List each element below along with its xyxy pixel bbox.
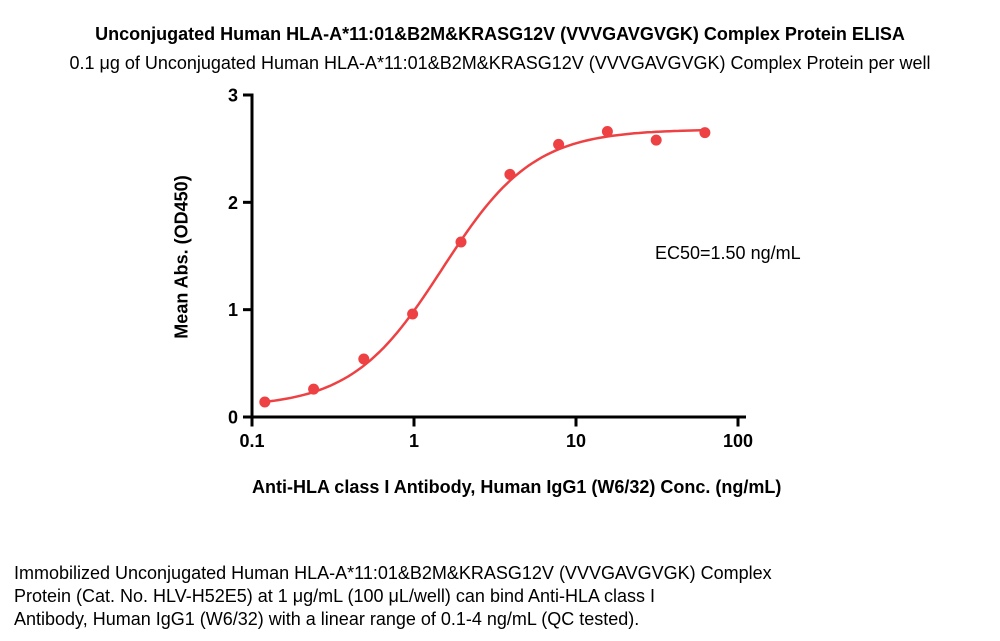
chart-title: Unconjugated Human HLA-A*11:01&B2M&KRASG… [95,24,905,44]
caption-line: Protein (Cat. No. HLV-H52E5) at 1 μg/mL … [14,586,656,606]
data-point [553,138,565,150]
y-tick-label: 3 [228,86,238,106]
data-point [650,134,662,146]
data-point [358,353,370,365]
data-point [601,126,613,137]
elisa-binding-chart: 0 1 2 3 0.1 1 10 100 [228,86,753,452]
data-point [455,236,467,248]
y-tick-label: 1 [228,300,238,320]
data-point [504,168,516,180]
y-axis-title: Mean Abs. (OD450) [171,175,192,339]
x-tick-label: 10 [566,431,586,451]
x-tick-label: 1 [409,431,419,451]
ec50-annotation: EC50=1.50 ng/mL [655,243,801,263]
y-tick-label: 2 [228,193,238,213]
y-tick-label: 0 [228,408,238,428]
x-tick-label: 100 [723,431,753,451]
data-point [407,308,419,320]
x-tick-label: 0.1 [239,431,264,451]
caption-line: Immobilized Unconjugated Human HLA-A*11:… [14,563,772,583]
data-point [308,383,320,395]
x-axis-title: Anti-HLA class I Antibody, Human IgG1 (W… [252,477,782,497]
fit-curve [264,128,705,404]
figure-caption: Immobilized Unconjugated Human HLA-A*11:… [14,562,772,631]
data-point [259,396,271,408]
chart-subtitle: 0.1 μg of Unconjugated Human HLA-A*11:01… [69,53,931,73]
caption-line: Antibody, Human IgG1 (W6/32) with a line… [14,609,640,629]
data-point [699,127,711,139]
